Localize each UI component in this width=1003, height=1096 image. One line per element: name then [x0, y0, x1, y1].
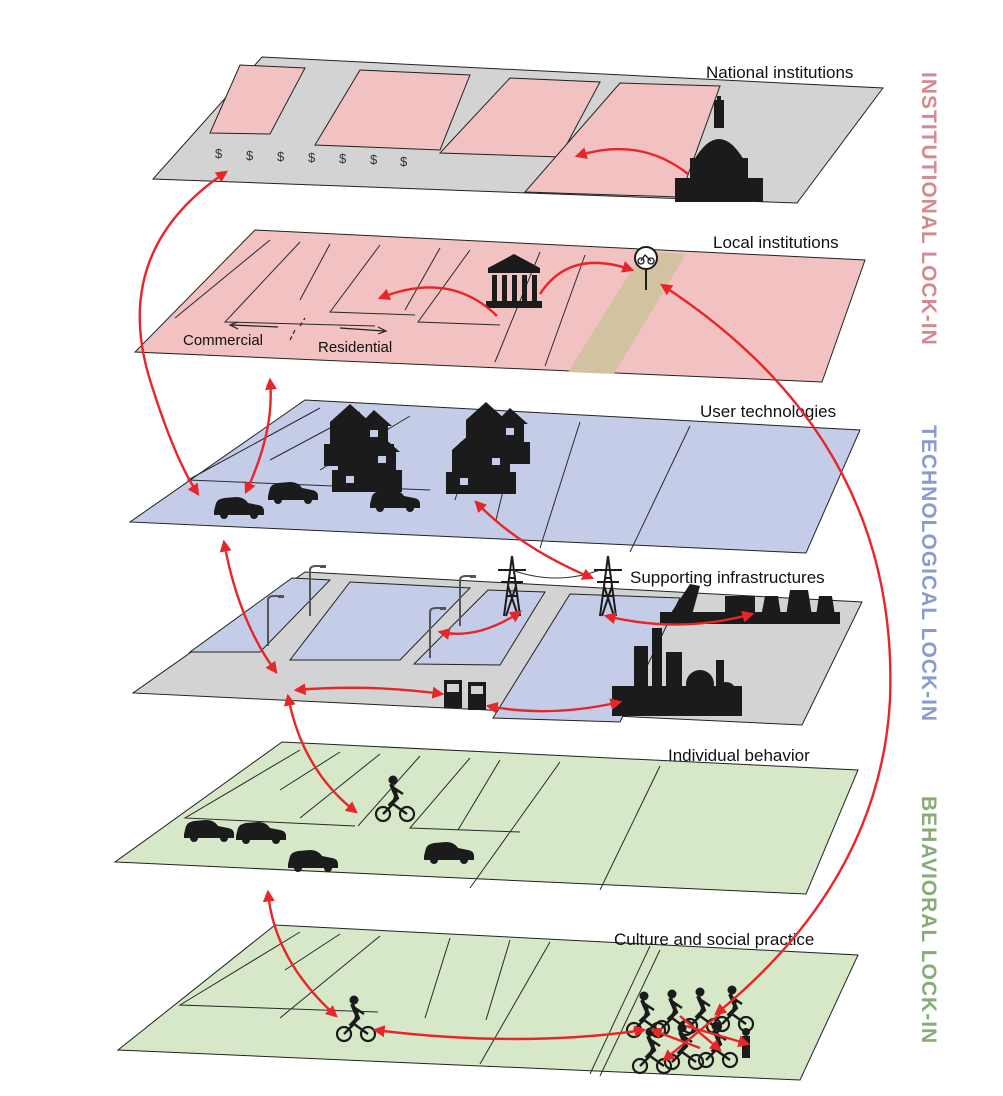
layer-label-culture-social-practice: Culture and social practice — [614, 930, 814, 949]
feedback-arrows — [138, 147, 892, 1062]
behavioral-lock-in-label: BEHAVIORAL LOCK-IN — [917, 796, 940, 1044]
svg-text:$: $ — [246, 148, 254, 163]
layer-supporting-infrastructures: Supporting infrastructures — [131, 555, 863, 726]
layer-label-user-technologies: User technologies — [700, 402, 836, 421]
layer-user-technologies: User technologies — [128, 399, 861, 554]
layer-individual-behavior: Individual behavior — [113, 741, 859, 895]
gas-pumps-icon — [444, 680, 486, 710]
zone-arrows — [228, 321, 388, 335]
lock-in-labels: INSTITUTIONAL LOCK-IN TECHNOLOGICAL LOCK… — [917, 72, 940, 1044]
svg-text:$: $ — [339, 151, 347, 166]
courthouse-icon — [486, 254, 542, 308]
institutional-lock-in-label: INSTITUTIONAL LOCK-IN — [917, 72, 940, 346]
zone-label-commercial: Commercial — [183, 332, 263, 349]
dollar-signs: $ $ $ $ $ $ $ — [215, 146, 408, 169]
technological-lock-in-label: TECHNOLOGICAL LOCK-IN — [917, 425, 940, 722]
layer-label-national: National institutions — [706, 63, 853, 82]
layer-culture-social-practice: Culture and social practice — [116, 924, 859, 1081]
layer-national-institutions: $ $ $ $ $ $ $ National institutions — [151, 56, 884, 204]
svg-text:$: $ — [308, 150, 316, 165]
capitol-building-icon — [675, 96, 763, 202]
svg-text:$: $ — [370, 152, 378, 167]
zone-label-residential: Residential — [318, 339, 392, 356]
svg-text:$: $ — [277, 149, 285, 164]
layer-label-local: Local institutions — [713, 233, 839, 252]
svg-text:$: $ — [400, 154, 408, 169]
layer-label-supporting-infrastructures: Supporting infrastructures — [630, 568, 825, 587]
svg-text:$: $ — [215, 146, 223, 161]
bike-lane-sign-icon — [634, 246, 658, 290]
layer-label-individual-behavior: Individual behavior — [668, 746, 810, 765]
